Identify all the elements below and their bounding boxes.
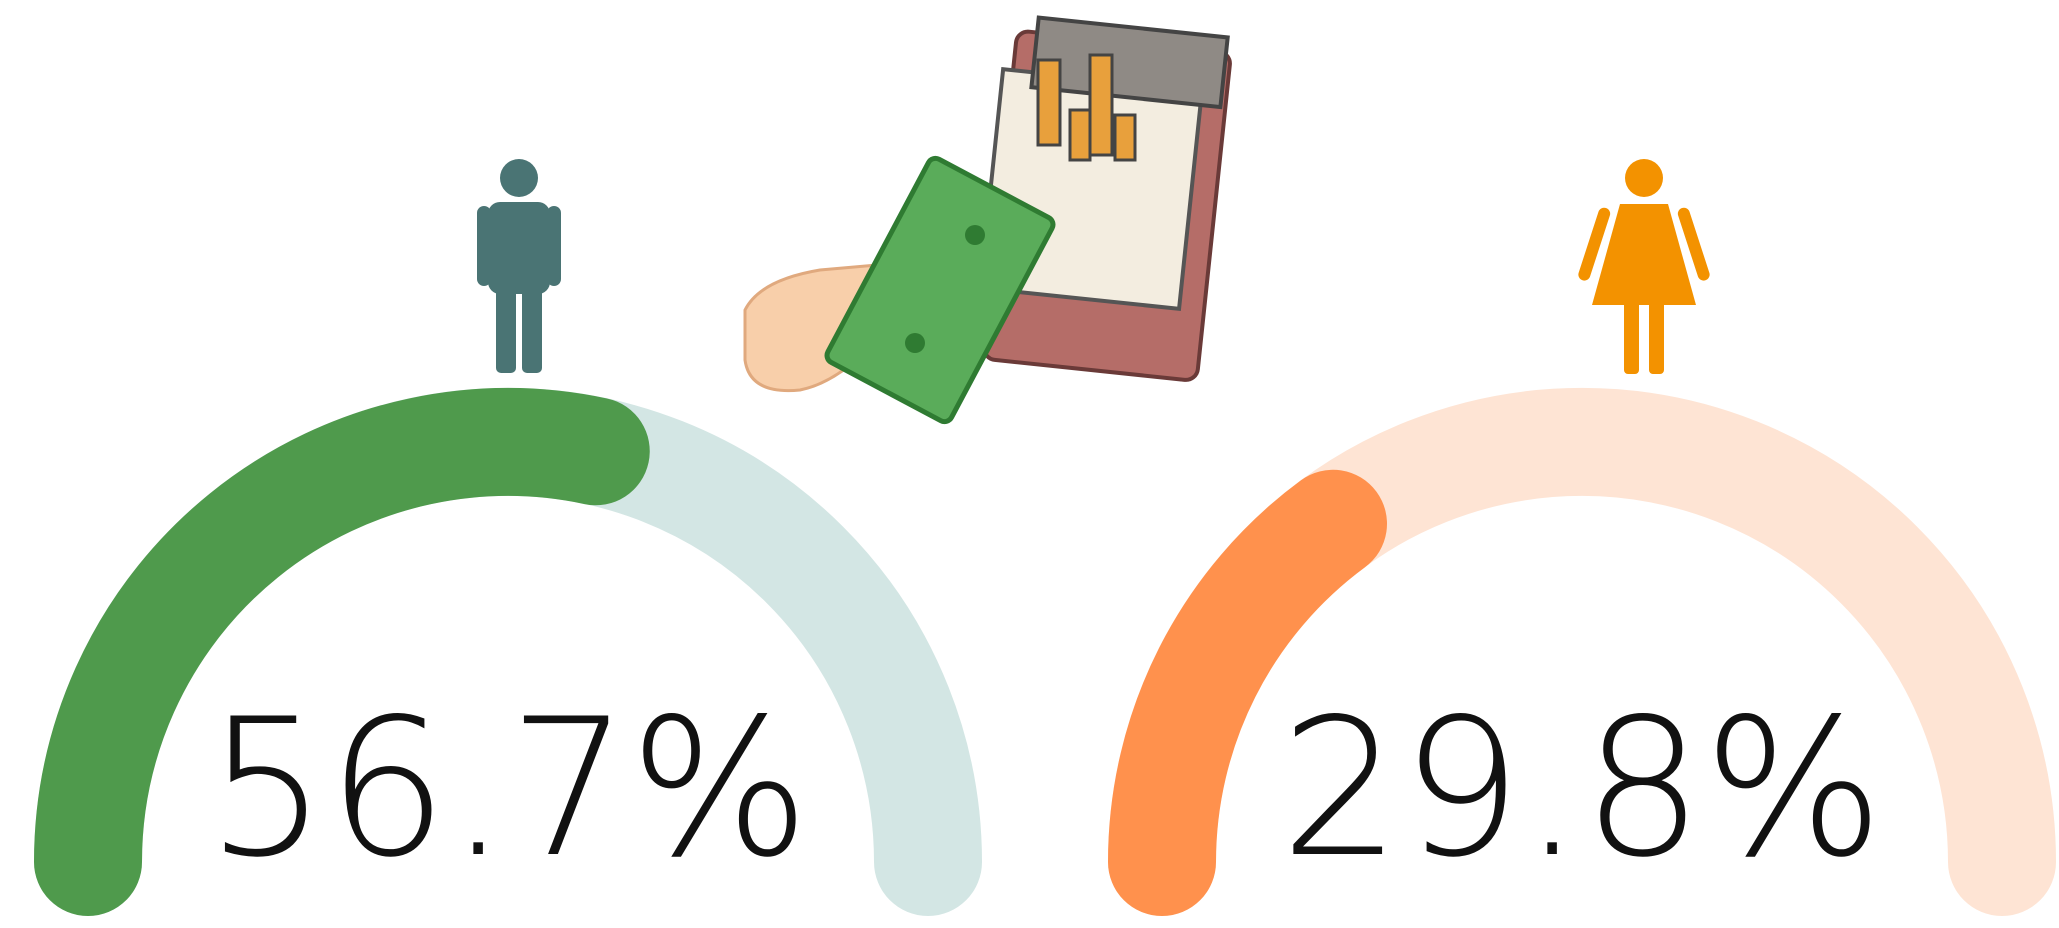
infographic: 56.7% 29.8% xyxy=(0,0,2059,928)
page: 56.7%29.8% (() => { const data = JSON.pa… xyxy=(0,0,2059,928)
gauge-value-label: 29.8% xyxy=(1280,678,1884,899)
money-hand-illustration xyxy=(745,156,1056,425)
male-icon xyxy=(477,159,561,373)
female-icon xyxy=(1577,159,1711,374)
gauge-value-label: 56.7% xyxy=(206,678,810,899)
